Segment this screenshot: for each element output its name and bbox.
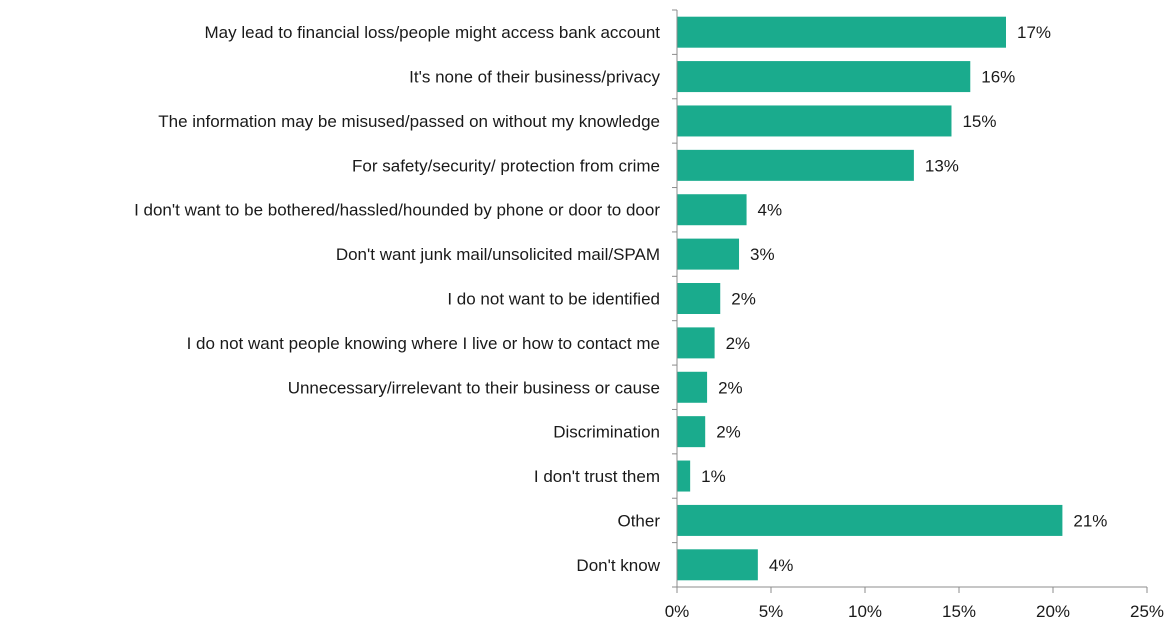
- category-label: May lead to financial loss/people might …: [205, 23, 661, 42]
- value-label: 21%: [1073, 511, 1107, 530]
- bar: [677, 327, 715, 359]
- bar: [677, 149, 914, 181]
- category-label: I don't trust them: [534, 467, 660, 486]
- x-tick-label: 0%: [665, 602, 690, 621]
- bar: [677, 238, 740, 270]
- bar: [677, 105, 952, 137]
- x-tick-label: 10%: [848, 602, 882, 621]
- value-label: 16%: [981, 68, 1015, 87]
- value-label: 2%: [718, 378, 743, 397]
- category-label: Don't want junk mail/unsolicited mail/SP…: [336, 245, 660, 264]
- bar: [677, 61, 971, 93]
- value-label: 1%: [701, 467, 726, 486]
- bar: [677, 194, 747, 226]
- x-tick-label: 25%: [1130, 602, 1164, 621]
- x-tick-label: 20%: [1036, 602, 1070, 621]
- category-label: Other: [617, 511, 660, 530]
- category-labels-layer: May lead to financial loss/people might …: [134, 23, 661, 575]
- value-label: 4%: [758, 201, 783, 220]
- bar: [677, 371, 708, 403]
- bar: [677, 549, 758, 581]
- bar: [677, 16, 1006, 48]
- value-label: 2%: [731, 290, 756, 309]
- axis-layer: 0% 5% 10% 15% 20% 25%: [665, 9, 1164, 621]
- value-label: 15%: [962, 112, 996, 131]
- value-label: 13%: [925, 156, 959, 175]
- bar: [677, 460, 691, 492]
- category-label: I do not want people knowing where I liv…: [187, 334, 660, 353]
- value-labels-layer: 17% 16% 15% 13% 4% 3% 2% 2% 2% 2% 1% 21% 4%: [701, 23, 1107, 575]
- category-label: Don't know: [576, 556, 660, 575]
- category-label: For safety/security/ protection from cri…: [352, 156, 660, 175]
- bars-layer: [677, 16, 1063, 581]
- category-label: I don't want to be bothered/hassled/houn…: [134, 201, 660, 220]
- category-label: Discrimination: [553, 423, 660, 442]
- x-tick-label: 15%: [942, 602, 976, 621]
- value-label: 17%: [1017, 23, 1051, 42]
- category-label: It's none of their business/privacy: [409, 68, 660, 87]
- value-label: 2%: [716, 423, 741, 442]
- value-label: 3%: [750, 245, 775, 264]
- x-tick-label: 5%: [759, 602, 784, 621]
- bar: [677, 283, 721, 314]
- category-label: Unnecessary/irrelevant to their business…: [288, 378, 660, 397]
- bar: [677, 416, 706, 448]
- value-label: 4%: [769, 556, 794, 575]
- value-label: 2%: [726, 334, 751, 353]
- category-label: I do not want to be identified: [447, 290, 660, 309]
- category-label: The information may be misused/passed on…: [158, 112, 660, 131]
- bar: [677, 504, 1063, 536]
